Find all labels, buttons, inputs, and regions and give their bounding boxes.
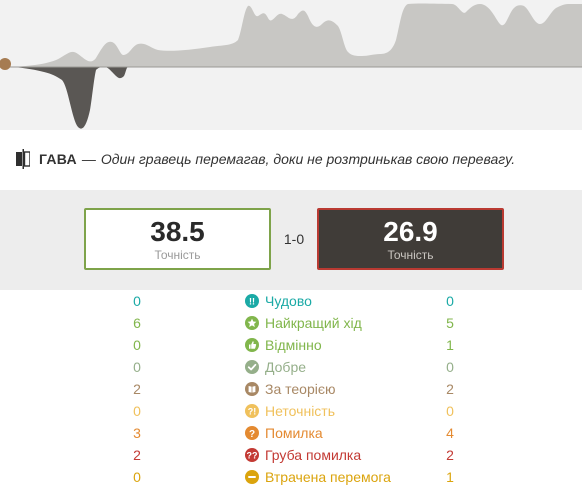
svg-text:??: ?? bbox=[247, 451, 258, 461]
balance-icon bbox=[16, 149, 30, 169]
accuracy-band: 38.5 Точність 1-0 26.9 Точність bbox=[0, 190, 582, 290]
svg-text:?!: ?! bbox=[248, 407, 257, 417]
classification-row-good: 0 Добре 0 bbox=[0, 356, 582, 378]
white-count-excellent: 0 bbox=[133, 337, 141, 353]
evaluation-cursor-dot[interactable] bbox=[0, 58, 11, 70]
black-count-good: 0 bbox=[446, 359, 454, 375]
verdict-dash: — bbox=[81, 151, 96, 167]
evaluation-advantage-area bbox=[0, 3, 582, 67]
double-exclamation-icon: !! bbox=[245, 294, 259, 308]
classification-row-brilliant: 0!! Чудово 0 bbox=[0, 290, 582, 312]
evaluation-graph-svg bbox=[0, 0, 582, 130]
game-verdict: ГАВА — Один гравець перемагав, доки не р… bbox=[0, 130, 582, 188]
evaluation-graph[interactable] bbox=[0, 0, 582, 130]
book-icon bbox=[245, 382, 259, 396]
classification-label-excellent: Відмінно bbox=[265, 337, 322, 353]
classification-label-inaccuracy: Неточність bbox=[265, 403, 336, 419]
black-count-blunder: 2 bbox=[446, 447, 454, 463]
classification-label-blunder: Груба помилка bbox=[265, 447, 362, 463]
check-icon bbox=[245, 360, 259, 374]
white-count-inaccuracy: 0 bbox=[133, 403, 141, 419]
classification-row-blunder: 2?? Груба помилка 2 bbox=[0, 444, 582, 466]
classification-label-book: За теорією bbox=[265, 381, 336, 397]
classification-row-book: 2 За теорією 2 bbox=[0, 378, 582, 400]
classification-row-inaccuracy: 0?! Неточність 0 bbox=[0, 400, 582, 422]
classification-row-mistake: 3? Помилка 4 bbox=[0, 422, 582, 444]
white-count-miss: 0 bbox=[133, 469, 141, 485]
svg-text:?: ? bbox=[249, 429, 255, 440]
black-count-miss: 1 bbox=[446, 469, 454, 485]
black-count-best: 5 bbox=[446, 315, 454, 331]
classification-row-excellent: 0 Відмінно 1 bbox=[0, 334, 582, 356]
classification-label-best: Найкращий хід bbox=[265, 315, 362, 331]
black-count-brilliant: 0 bbox=[446, 293, 454, 309]
question-icon: ? bbox=[245, 426, 259, 440]
star-icon bbox=[245, 316, 259, 330]
white-count-brilliant: 0 bbox=[133, 293, 141, 309]
verdict-description: Один гравець перемагав, доки не розтринь… bbox=[100, 151, 516, 167]
black-accuracy-box: 26.9 Точність bbox=[317, 208, 504, 270]
evaluation-disadvantage-area bbox=[12, 67, 128, 129]
white-count-book: 2 bbox=[133, 381, 141, 397]
move-classification-table: 0!! Чудово 0 6 Найкращий хід 5 0 Відмінно 1 0 Добр… bbox=[0, 290, 582, 488]
svg-text:!!: !! bbox=[249, 297, 255, 307]
white-count-blunder: 2 bbox=[133, 447, 141, 463]
classification-label-miss: Втрачена перемога bbox=[265, 469, 391, 485]
white-accuracy-value: 38.5 bbox=[150, 215, 205, 247]
white-accuracy-box: 38.5 Точність bbox=[84, 208, 271, 270]
classification-row-miss: 0 Втрачена перемога 1 bbox=[0, 466, 582, 488]
classification-label-good: Добре bbox=[265, 359, 307, 375]
white-count-mistake: 3 bbox=[133, 425, 141, 441]
black-count-excellent: 1 bbox=[446, 337, 454, 353]
black-count-inaccuracy: 0 bbox=[446, 403, 454, 419]
black-accuracy-label: Точність bbox=[387, 247, 434, 262]
white-count-best: 6 bbox=[133, 315, 141, 331]
double-question-icon: ?? bbox=[245, 448, 259, 462]
classification-label-mistake: Помилка bbox=[265, 425, 323, 441]
classification-label-brilliant: Чудово bbox=[265, 293, 312, 309]
white-count-good: 0 bbox=[133, 359, 141, 375]
thumbs-up-icon bbox=[245, 338, 259, 352]
black-accuracy-value: 26.9 bbox=[383, 215, 438, 247]
minus-icon bbox=[245, 470, 259, 484]
verdict-title: ГАВА bbox=[39, 151, 77, 167]
black-count-mistake: 4 bbox=[446, 425, 454, 441]
white-accuracy-label: Точність bbox=[154, 247, 201, 262]
black-count-book: 2 bbox=[446, 381, 454, 397]
game-result: 1-0 bbox=[283, 231, 305, 247]
question-exclamation-icon: ?! bbox=[245, 404, 259, 418]
classification-row-best: 6 Найкращий хід 5 bbox=[0, 312, 582, 334]
